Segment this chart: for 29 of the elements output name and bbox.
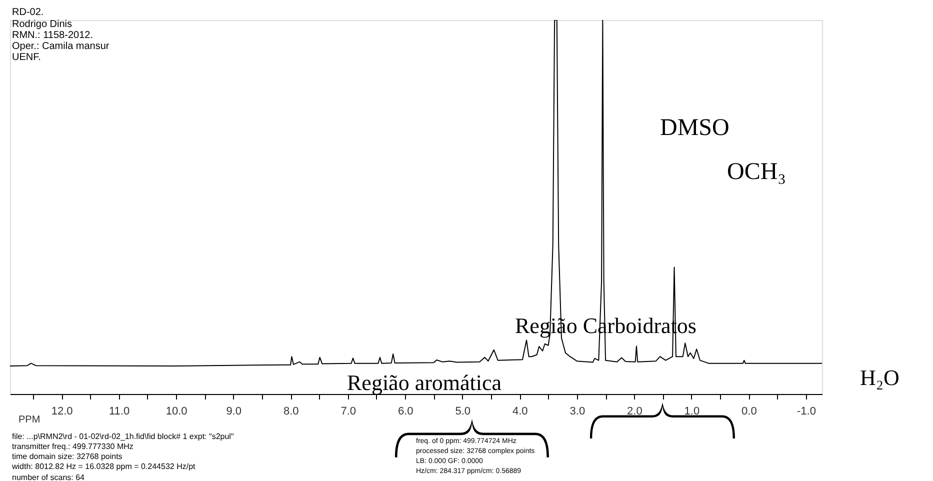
text: RD-02.: [12, 7, 44, 18]
annotation: Rodrigo Dinis: [12, 19, 72, 30]
x-tick-label: 8.0: [283, 406, 299, 418]
x-tick-label: 4.0: [512, 406, 528, 418]
annotation: DMSO: [660, 115, 730, 141]
annotation: Região aromática: [347, 370, 502, 395]
x-tick-label: -1.0: [796, 406, 816, 418]
annotation: RMN.: 1158-2012.: [12, 30, 93, 41]
x-tick-label: 3.0: [570, 406, 586, 418]
x-tick-label: 0.0: [742, 406, 757, 418]
x-tick-label: 10.0: [166, 406, 188, 418]
x-tick-label: 9.0: [226, 406, 242, 418]
x-tick-label: 6.0: [398, 406, 414, 418]
text: transmitter freq.: 499.777330 MHz: [12, 442, 134, 451]
x-tick-label: 11.0: [109, 406, 130, 418]
annotation: UENF.: [12, 52, 41, 63]
text: H₂O: [860, 365, 900, 390]
text: file: ...p\RMN2\rd - 01-02\rd-02_1h.fid\fid block# 1 expt: "s2pul": [12, 432, 234, 441]
x-tick-label: 2.0: [627, 406, 642, 418]
x-tick-label: 7.0: [340, 406, 356, 418]
x-axis-title: PPM: [18, 414, 40, 426]
x-tick-label: 1.0: [684, 406, 700, 418]
text: time domain size: 32768 points: [12, 452, 122, 461]
text: width: 8012.82 Hz = 16.0328 ppm = 0.244532 Hz/pt: [11, 462, 196, 471]
text: number of scans: 64: [12, 473, 86, 481]
x-tick-label: 5.0: [455, 406, 471, 418]
annotation: Oper.: Camila mansur: [12, 41, 110, 52]
x-tick-label: 12.0: [51, 406, 73, 418]
annotation: OCH₃: [727, 159, 786, 185]
